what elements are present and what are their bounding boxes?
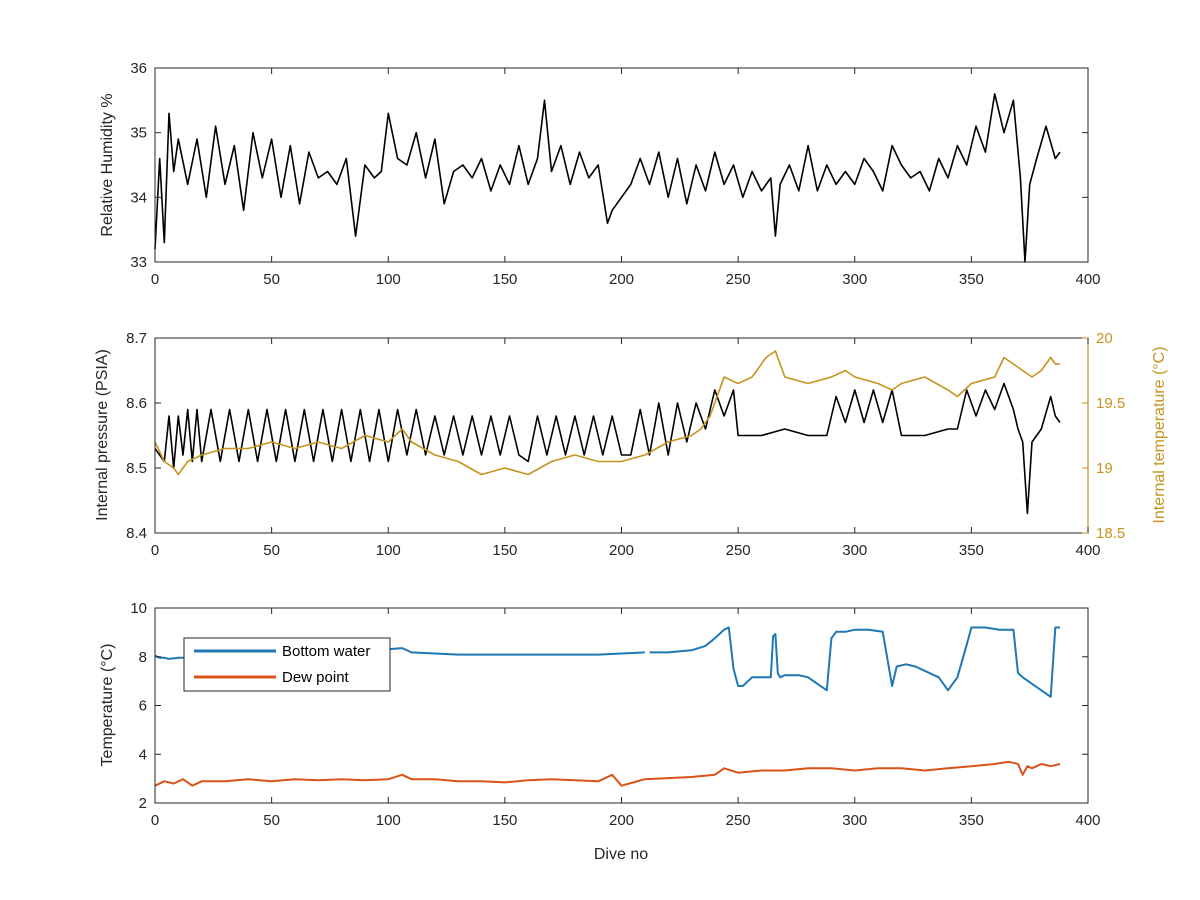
x-tick-label-temperature: 400 <box>1075 812 1100 829</box>
x-tick-label-humidity: 250 <box>726 271 751 288</box>
y-tick-label-temperature: 6 <box>139 698 147 715</box>
x-tick-label-humidity: 400 <box>1075 271 1100 288</box>
y-tick-label-temperature: 8 <box>139 649 147 666</box>
legend: Bottom water Dew point <box>183 637 391 692</box>
y-tick-label-humidity: 36 <box>130 60 147 77</box>
x-tick-label-temperature: 100 <box>376 812 401 829</box>
y-tick-label-temperature: 10 <box>130 600 147 617</box>
y2-tick-label-pressure: 20 <box>1096 330 1113 347</box>
x-tick-label-pressure: 200 <box>609 542 634 559</box>
y-tick-label-pressure: 8.5 <box>126 460 147 477</box>
x-tick-label-pressure: 250 <box>726 542 751 559</box>
y-tick-label-humidity: 35 <box>130 125 147 142</box>
subplot-humidity: Relative Humidity % 0 50 100 150 200 250 300 35… <box>99 60 1101 288</box>
x-tick-label-temperature: 350 <box>959 812 984 829</box>
x-tick-label-temperature: 300 <box>842 812 867 829</box>
x-tick-label-humidity: 350 <box>959 271 984 288</box>
x-tick-label-pressure: 0 <box>151 542 159 559</box>
series-line-dew-point <box>154 760 1061 787</box>
x-tick-label-pressure: 400 <box>1075 542 1100 559</box>
x-tick-label-temperature: 50 <box>263 812 280 829</box>
y-tick-label-temperature: 4 <box>139 746 147 763</box>
x-tick-label-pressure: 50 <box>263 542 280 559</box>
y-tick-label-humidity: 34 <box>130 189 147 206</box>
y-tick-label-pressure: 8.7 <box>126 330 147 347</box>
y-axis-label-temperature: Temperature (°C) <box>99 644 116 767</box>
series-group-pressure <box>154 350 1061 515</box>
subplot-temperature: Temperature (°C) Dive no Bottom water De… <box>99 600 1101 863</box>
x-tick-label-humidity: 200 <box>609 271 634 288</box>
legend-box <box>183 637 391 692</box>
x-tick-label-humidity: 150 <box>492 271 517 288</box>
x-tick-label-pressure: 100 <box>376 542 401 559</box>
x-tick-label-temperature: 200 <box>609 812 634 829</box>
y2-tick-label-pressure: 18.5 <box>1096 525 1125 542</box>
x-tick-label-pressure: 300 <box>842 542 867 559</box>
x-tick-label-temperature: 150 <box>492 812 517 829</box>
series-group-humidity <box>154 93 1061 263</box>
y-tick-label-pressure: 8.4 <box>126 525 147 542</box>
legend-label-dew-point: Dew point <box>282 669 350 686</box>
y-axis-label-pressure: Internal pressure (PSIA) <box>94 349 111 521</box>
x-tick-label-pressure: 150 <box>492 542 517 559</box>
x-tick-label-humidity: 100 <box>376 271 401 288</box>
x-tick-label-humidity: 300 <box>842 271 867 288</box>
y-tick-label-pressure: 8.6 <box>126 395 147 412</box>
y2-tick-label-pressure: 19 <box>1096 460 1113 477</box>
x-tick-label-pressure: 350 <box>959 542 984 559</box>
x-tick-label-temperature: 250 <box>726 812 751 829</box>
subplot-pressure: Internal pressure (PSIA) Internal temper… <box>94 330 1168 559</box>
series-line-pressure-0 <box>154 382 1061 515</box>
series-line-pressure-1 <box>154 350 1060 476</box>
y-tick-label-humidity: 33 <box>130 254 147 271</box>
x-axis-label-dive: Dive no <box>594 846 648 863</box>
y-tick-label-temperature: 2 <box>139 795 147 812</box>
y2-tick-label-pressure: 19.5 <box>1096 395 1125 412</box>
series-line-humidity-0 <box>154 93 1061 263</box>
x-tick-label-humidity: 0 <box>151 271 159 288</box>
legend-label-bottom-water: Bottom water <box>282 643 370 660</box>
y2-axis-label-temperature: Internal temperature (°C) <box>1151 346 1168 523</box>
x-tick-label-humidity: 50 <box>263 271 280 288</box>
y-axis-label-humidity: Relative Humidity % <box>99 93 116 236</box>
x-tick-label-temperature: 0 <box>151 812 159 829</box>
